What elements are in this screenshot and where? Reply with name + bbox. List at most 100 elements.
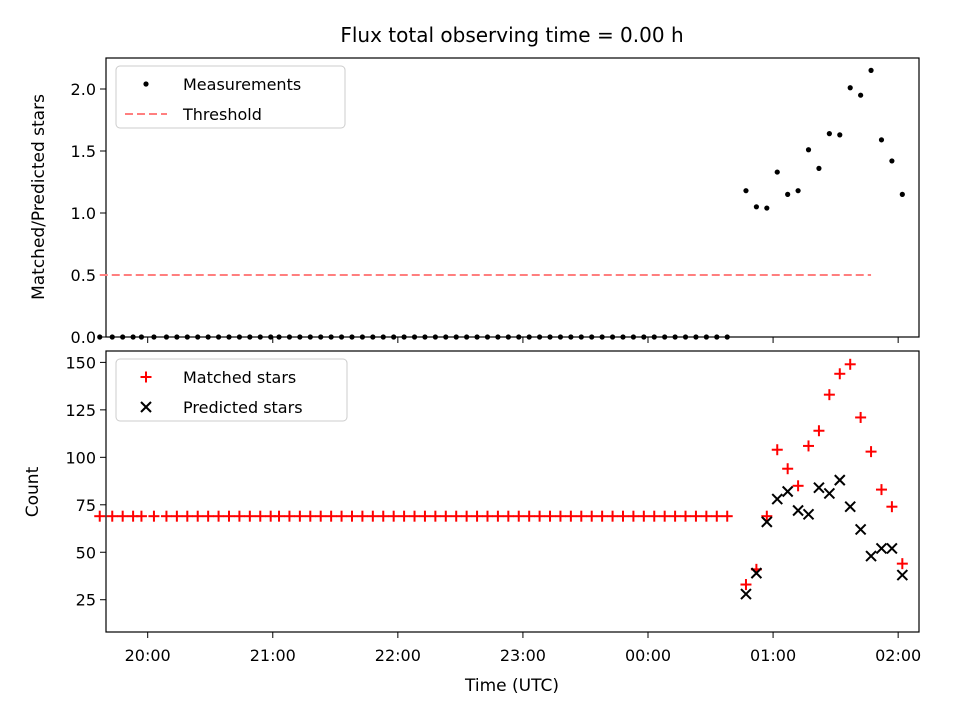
data-point [854,523,867,536]
x-b [781,485,794,498]
data-point [693,334,699,340]
data-point [638,510,650,522]
x-b [844,500,856,513]
data-point [703,334,709,340]
x-axis-label: Time (UTC) [464,676,559,696]
x-b [865,550,877,562]
data-point [388,510,400,522]
data-point [106,510,118,522]
data-point [761,516,773,528]
x-tick-label: 21:00 [250,646,296,665]
x-b [875,542,888,555]
y-axis-label: Count [23,466,43,517]
data-point [886,542,898,555]
data-point [109,334,115,340]
data-point [391,334,397,340]
data-point [586,510,598,522]
legend-box [115,358,348,422]
x-b [792,504,804,517]
data-point [148,510,160,522]
data-point [544,510,556,522]
data-point [286,334,293,340]
data-point [513,510,525,522]
top-panel: 0.0 0.5 1.0 1.5 2.0 Matched/Predicted stars Me… [29,57,920,347]
data-point [753,204,760,210]
data-point [440,510,452,522]
data-point [607,510,619,522]
data-point [181,510,193,522]
plot-frame [105,57,920,338]
data-point [690,510,702,522]
data-point [813,425,825,437]
legend-label: Threshold [182,105,262,124]
y-axis-label: Matched/Predicted stars [29,94,49,300]
data-point [471,510,483,522]
data-point [651,334,657,340]
data-point [858,92,864,98]
data-point [627,510,639,522]
x-b [823,487,836,500]
data-point [617,510,629,522]
data-point [875,484,887,496]
data-point [356,510,368,522]
x-tick-label: 00:00 [625,646,671,665]
data-point [575,510,587,522]
data-point [740,579,752,591]
data-point [774,169,780,175]
data-point [370,334,376,340]
chart-title: Flux total observing time = 0.00 h [340,23,683,47]
x-b [771,493,783,505]
y-tick-label: 50 [76,543,96,562]
data-point [682,334,689,340]
y-tick-label: 1.5 [71,142,96,161]
data-point [495,334,501,340]
x-tick-label: 23:00 [500,646,546,665]
y-tick-label: 75 [76,496,96,515]
data-point [328,334,334,340]
data-point [868,67,874,73]
bottom-panel: 25 50 75 100 125 150 20:00 21:00 22:00 23:00 00:00… [23,350,921,665]
data-point [865,550,877,562]
data-point [304,510,316,522]
data-point [589,334,595,340]
data-point [346,510,358,522]
legend-entry: Measurements [143,75,301,94]
data-point [837,132,843,138]
data-point [578,334,584,340]
data-point [609,334,616,340]
data-point [429,510,441,522]
data-point [215,334,222,340]
data-point [409,510,421,522]
data-point [680,510,692,522]
data-point [325,510,337,522]
data-point [205,334,211,340]
data-point [599,334,605,340]
data-point [97,334,103,340]
data-point [826,131,832,137]
data-point [380,334,386,340]
data-point [523,510,535,522]
data-point [120,334,126,340]
data-point [648,510,660,522]
data-point [896,569,909,581]
data-point [283,510,295,522]
legend-entry: Threshold [125,105,262,124]
data-point [596,510,608,522]
x-tick-label: 20:00 [125,646,171,665]
data-point [226,334,232,340]
data-point [844,500,856,513]
data-point [630,334,637,340]
data-point [411,334,418,340]
data-point [700,510,712,522]
data-point [419,510,431,522]
data-point [795,188,801,194]
data-point [450,510,462,522]
data-point [273,510,285,522]
y-tick-label: 0.0 [71,328,96,347]
data-point [785,191,791,197]
data-point [174,334,180,340]
data-point [771,444,783,456]
data-point [834,474,846,486]
data-point [547,334,553,340]
data-point [171,510,183,522]
